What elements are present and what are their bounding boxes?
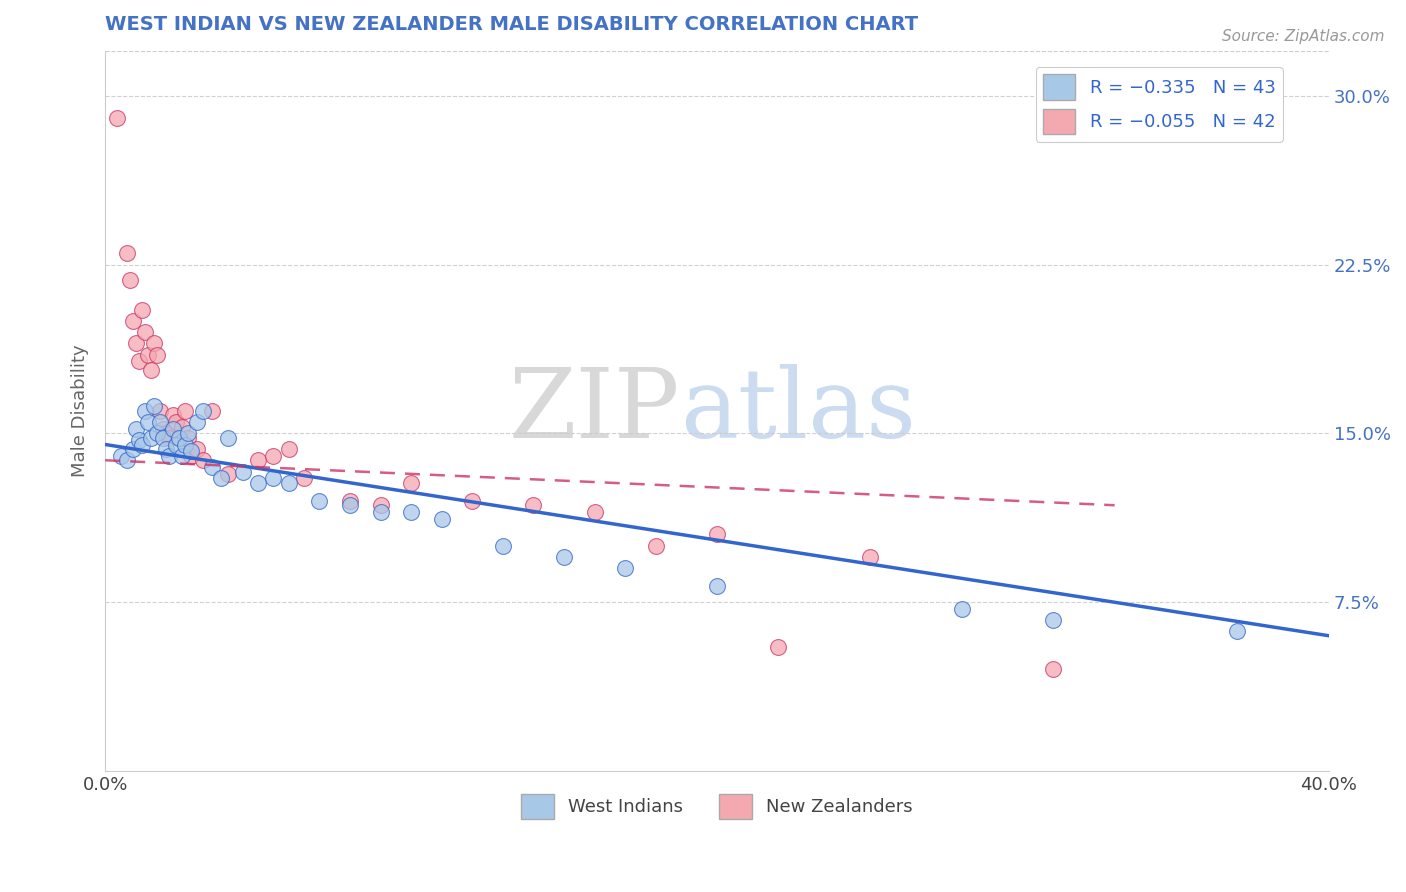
Point [162,409,184,423]
Point [292,471,315,485]
Text: atlas: atlas [681,364,917,458]
Point [125,336,148,351]
Point [136,415,159,429]
Point [107,112,129,126]
Point [115,453,138,467]
Point [165,415,187,429]
Point [128,354,150,368]
Point [247,475,270,490]
Point [121,442,143,456]
Point [461,493,484,508]
Point [146,426,169,441]
Point [152,422,174,436]
Point [162,422,184,436]
Point [277,475,299,490]
Point [583,505,606,519]
Point [614,561,637,575]
Point [370,498,392,512]
Point [950,601,973,615]
Text: Source: ZipAtlas.com: Source: ZipAtlas.com [1222,29,1385,44]
Point [177,431,200,445]
Point [180,449,202,463]
Point [131,302,153,317]
Point [165,437,187,451]
Point [232,465,254,479]
Point [159,449,181,463]
Point [177,426,200,441]
Point [121,314,143,328]
Point [859,549,882,564]
Point [191,403,214,417]
Point [167,431,190,445]
Point [399,475,422,490]
Point [492,539,515,553]
Point [191,453,214,467]
Point [186,442,208,456]
Point [118,273,141,287]
Text: WEST INDIAN VS NEW ZEALANDER MALE DISABILITY CORRELATION CHART: WEST INDIAN VS NEW ZEALANDER MALE DISABI… [105,15,918,34]
Point [186,415,208,429]
Point [136,347,159,361]
Point [173,403,195,417]
Point [159,431,181,445]
Point [262,449,284,463]
Point [134,325,156,339]
Point [644,539,666,553]
Point [247,453,270,467]
Point [339,498,361,512]
Point [370,505,392,519]
Point [217,467,239,481]
Point [180,444,202,458]
Point [139,363,162,377]
Point [399,505,422,519]
Text: ZIP: ZIP [509,364,681,458]
Point [217,431,239,445]
Point [149,415,172,429]
Point [167,431,190,445]
Point [522,498,544,512]
Point [170,419,193,434]
Point [110,449,132,463]
Point [1042,613,1064,627]
Point [146,347,169,361]
Point [262,471,284,485]
Point [706,579,728,593]
Point [143,399,166,413]
Point [277,442,299,456]
Point [173,437,195,451]
Point [152,431,174,445]
Legend: West Indians, New Zealanders: West Indians, New Zealanders [515,787,920,827]
Point [1042,663,1064,677]
Point [131,437,153,451]
Point [201,403,224,417]
Point [308,493,330,508]
Point [553,549,575,564]
Point [149,403,172,417]
Point [170,449,193,463]
Point [430,512,453,526]
Point [211,471,233,485]
Y-axis label: Male Disability: Male Disability [72,344,89,477]
Point [115,246,138,260]
Point [155,442,177,456]
Point [139,431,162,445]
Point [143,336,166,351]
Point [125,422,148,436]
Point [201,460,224,475]
Point [134,403,156,417]
Point [128,433,150,447]
Point [1226,624,1249,639]
Point [706,527,728,541]
Point [339,493,361,508]
Point [155,426,177,441]
Point [766,640,789,654]
